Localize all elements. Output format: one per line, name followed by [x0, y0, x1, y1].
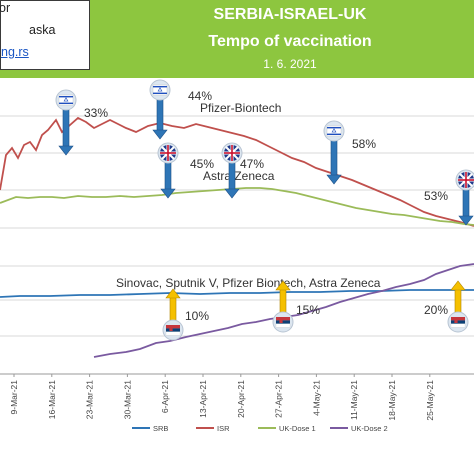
flag-stripe	[59, 96, 73, 98]
arrow-head-down	[152, 129, 168, 140]
x-tick-label: 27-Apr-21	[274, 380, 284, 418]
x-tick-label: 23-Mar-21	[85, 380, 95, 419]
arrow-shaft	[228, 161, 236, 191]
flag-emblem	[279, 318, 283, 323]
arrow-shaft	[169, 296, 177, 322]
marker-uk-flag	[221, 142, 243, 199]
legend-label: UK-Dose 1	[279, 424, 316, 433]
marker-israel-flag	[55, 89, 77, 156]
arrow-shaft	[164, 161, 172, 191]
annotation-label: 44%	[188, 89, 212, 103]
x-tick-label: 30-Mar-21	[122, 380, 132, 419]
flag-emblem	[169, 326, 173, 331]
arrow-head-down	[224, 188, 240, 199]
annotation-label: Sinovac, Sputnik V, Pfizer Biontech, Ast…	[116, 276, 381, 290]
flag-stripe	[276, 317, 290, 321]
annotation-label: 10%	[185, 309, 209, 323]
arrow-head-up	[275, 280, 291, 291]
flag-field	[152, 84, 168, 96]
annotation-label: 15%	[296, 303, 320, 317]
arrow-head-down	[58, 145, 74, 156]
info-box: or aska ng.rs	[0, 0, 90, 70]
flag-stripe	[327, 127, 341, 129]
info-link[interactable]: ng.rs	[1, 45, 29, 59]
info-line-2: aska	[29, 23, 56, 37]
marker-uk-flag	[455, 169, 474, 226]
arrow-shaft	[330, 139, 338, 177]
annotation-label: 33%	[84, 106, 108, 120]
x-tick-label: 13-Apr-21	[198, 380, 208, 418]
series-line-srb	[0, 289, 474, 298]
annotation-label: Pfizer-Biontech	[200, 101, 281, 115]
chart-title: SERBIA-ISRAEL-UK	[213, 6, 367, 23]
flag-field	[326, 125, 342, 137]
annotation-label: 58%	[352, 137, 376, 151]
arrow-head-down	[326, 174, 342, 185]
flag-field	[58, 94, 74, 106]
chart-date: 1. 6. 2021	[263, 57, 317, 71]
flag-stripe	[451, 320, 465, 324]
arrow-head-up	[450, 280, 466, 291]
x-tick-label: 18-May-21	[387, 380, 397, 421]
flag-stripe	[166, 325, 180, 329]
marker-israel-flag	[149, 79, 171, 140]
x-tick-label: 11-May-21	[349, 380, 359, 420]
arrow-head-down	[160, 188, 176, 199]
marker-uk-flag	[157, 142, 179, 199]
flag-stripe	[327, 133, 341, 135]
plot-area	[0, 78, 474, 374]
flag-star	[157, 87, 163, 92]
series-line-isr	[0, 116, 474, 227]
x-tick-label: 4-May-21	[311, 380, 321, 416]
annotation-label: 53%	[424, 189, 448, 203]
arrow-shaft	[279, 288, 287, 314]
x-tick-label: 9-Mar-21	[9, 380, 19, 415]
marker-serbia-flag	[162, 288, 184, 341]
flag-stripe	[276, 320, 290, 324]
flag-stripe	[166, 328, 180, 332]
flag-stripe	[59, 102, 73, 104]
annotation-label: Astra Zeneca	[203, 169, 275, 183]
x-tick-label: 6-Apr-21	[160, 380, 170, 413]
arrow-shaft	[454, 288, 462, 314]
flag-stripe	[450, 323, 466, 328]
arrow-shaft	[462, 188, 470, 218]
series-line-uk-dose-1	[0, 187, 474, 226]
marker-serbia-flag	[272, 280, 294, 333]
flag-star	[63, 97, 69, 102]
arrow-head-up	[165, 288, 181, 299]
flag-stripe	[153, 86, 167, 88]
flag-stripe	[275, 323, 291, 328]
arrow-head-down	[458, 215, 474, 226]
marker-serbia-flag	[447, 280, 469, 333]
annotation-label: 45%	[190, 157, 214, 171]
marker-israel-flag	[323, 120, 345, 185]
x-tick-label: 16-Mar-21	[47, 380, 57, 419]
x-tick-label: 25-May-21	[425, 380, 435, 421]
info-line-1: or	[0, 1, 11, 15]
legend-label: UK-Dose 2	[351, 424, 388, 433]
flag-stripe	[451, 317, 465, 321]
annotation-label: 20%	[424, 303, 448, 317]
flag-emblem	[454, 318, 458, 323]
flag-star	[331, 128, 337, 133]
x-tick-label: 20-Apr-21	[236, 380, 246, 418]
flag-stripe	[165, 331, 181, 336]
chart-subtitle: Tempo of vaccination	[208, 33, 372, 50]
arrow-shaft	[62, 108, 70, 148]
legend-label: ISR	[217, 424, 230, 433]
annotation-label: 47%	[240, 157, 264, 171]
flag-stripe	[153, 92, 167, 94]
legend-label: SRB	[153, 424, 168, 433]
arrow-shaft	[156, 98, 164, 132]
